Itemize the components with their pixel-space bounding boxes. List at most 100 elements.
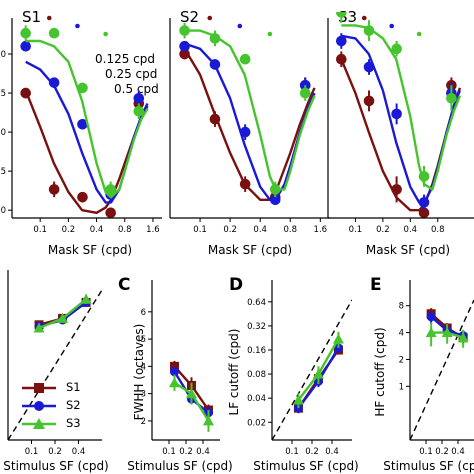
diagonal-line	[410, 299, 474, 441]
target-sf-marker	[237, 23, 243, 29]
data-point-0-25-cpd	[336, 35, 347, 47]
x-tick-label-s2: 1.6	[314, 225, 328, 235]
data-point-0-125-cpd	[48, 184, 60, 195]
y-tick-label-d: 0.32	[247, 322, 266, 332]
data-point-0-125-cpd	[77, 191, 88, 203]
y-tick-label-d: 0.64	[247, 298, 266, 308]
x-tick-label-b: 0.2	[48, 447, 62, 457]
data-point-s3	[441, 327, 453, 338]
data-point-0-125-cpd	[105, 207, 116, 219]
x-tick-label-b: 0.1	[25, 447, 39, 457]
plot-c	[168, 360, 214, 432]
data-point-0-5-cpd	[299, 87, 311, 99]
data-point-0-5-cpd	[20, 27, 31, 39]
data-point-0-5-cpd	[105, 184, 116, 195]
data-point-0-125-cpd	[336, 53, 347, 65]
diagonal-line	[8, 289, 102, 441]
data-point-0-125-cpd	[239, 178, 251, 190]
plot-layer: 0.10.20.40.81.690756045300.10.20.40.81.6…	[0, 12, 474, 457]
y-tick-label-d: 0.04	[247, 394, 266, 404]
x-tick-label-s2: 0.2	[223, 225, 237, 235]
data-point-s3	[457, 332, 469, 343]
legend-s1: S1	[66, 380, 81, 394]
data-point-s2	[169, 367, 179, 377]
data-point-0-5-cpd	[209, 33, 221, 44]
target-sf-marker	[207, 15, 213, 21]
data-point-0-25-cpd	[133, 92, 145, 104]
plot-e	[410, 299, 474, 441]
y-tick-label-s1: 45	[0, 167, 6, 177]
diagonal-line	[272, 299, 352, 441]
x-tick-label-s1: 0.4	[90, 225, 104, 235]
data-point-0-125-cpd	[363, 95, 375, 107]
x-tick-label-s3: 0.8	[431, 225, 445, 235]
data-point-0-125-cpd	[391, 184, 402, 195]
data-point-0-25-cpd	[299, 79, 311, 91]
data-point-s3	[332, 333, 344, 344]
data-point-s3	[168, 377, 180, 388]
data-point-0-5-cpd	[446, 92, 457, 104]
y-tick-label-s1: 90	[0, 50, 6, 60]
y-tick-label-d: 0.16	[247, 346, 266, 356]
data-point-s3	[185, 388, 197, 399]
x-tick-label-s1: 0.2	[62, 225, 76, 235]
xlabel-b: Stimulus SF (cpd)	[3, 459, 109, 473]
x-tick-label-s3: 0.1	[349, 225, 363, 235]
data-point-0-25-cpd	[239, 126, 251, 138]
ylabel-d: LF cutoff (cpd)	[227, 329, 241, 416]
x-tick-label-e: 0.4	[451, 447, 465, 457]
legend-marker-s1	[34, 383, 44, 393]
ylabel-e: HF cutoff (cpd)	[373, 327, 387, 416]
data-point-0-125-cpd	[418, 207, 430, 219]
data-point-s3	[312, 368, 324, 379]
x-tick-label-d: 0.2	[305, 447, 319, 457]
y-tick-label-d: 0.02	[247, 418, 266, 428]
data-point-0-5-cpd	[239, 53, 251, 65]
y-tick-label-e: 8	[399, 302, 404, 312]
data-point-0-5-cpd	[77, 82, 88, 94]
plot-b	[8, 289, 102, 441]
x-tick-label-s3: 0.2	[376, 225, 390, 235]
y-tick-label-d: 0.08	[247, 370, 266, 380]
panel-letter-c: C	[118, 275, 130, 295]
legend-s3: S3	[66, 416, 81, 430]
series-line-0-125-cpd	[183, 48, 316, 202]
data-point-s3	[57, 312, 69, 323]
data-point-0-25-cpd	[48, 77, 60, 88]
data-point-0-5-cpd	[418, 171, 430, 182]
y-tick-label-c: 6	[141, 308, 146, 318]
data-point-s3	[33, 322, 45, 333]
y-tick-label-s1: 60	[0, 128, 6, 138]
x-tick-label-c: 0.4	[196, 447, 210, 457]
data-point-0-25-cpd	[269, 194, 281, 206]
data-point-0-5-cpd	[179, 25, 190, 36]
y-tick-label-s1: 30	[0, 206, 6, 216]
xlabel-c: Stimulus SF (cpd)	[127, 459, 233, 473]
data-point-0-125-cpd	[209, 113, 221, 125]
x-tick-label-b: 0.4	[72, 447, 86, 457]
panel-letter-d: D	[229, 275, 243, 295]
x-tick-label-e: 0.1	[419, 447, 433, 457]
legend-025: 0.25 cpd	[105, 67, 157, 81]
data-point-0-5-cpd	[133, 105, 145, 117]
data-point-0-125-cpd	[179, 48, 190, 60]
y-tick-label-s1: 75	[0, 89, 6, 99]
x-tick-label-s2: 0.1	[193, 225, 207, 235]
data-point-0-5-cpd	[391, 43, 402, 55]
data-point-0-5-cpd	[269, 184, 281, 195]
plot-s2	[179, 22, 316, 206]
data-point-s3	[202, 415, 214, 426]
x-tick-label-s1: 0.1	[33, 225, 47, 235]
target-sf-marker	[267, 31, 273, 37]
data-point-0-25-cpd	[391, 108, 402, 120]
data-point-0-5-cpd	[336, 12, 347, 18]
data-point-0-5-cpd	[48, 27, 60, 39]
data-point-s3	[425, 327, 437, 338]
panel-letter-e: E	[370, 275, 382, 295]
y-tick-label-c: 2	[141, 417, 146, 427]
x-tick-label-s2: 0.4	[253, 225, 267, 235]
legend-0125: 0.125 cpd	[95, 52, 155, 66]
y-tick-label-c: 4	[141, 362, 146, 372]
data-point-0-25-cpd	[179, 40, 190, 52]
target-sf-marker	[75, 23, 80, 29]
